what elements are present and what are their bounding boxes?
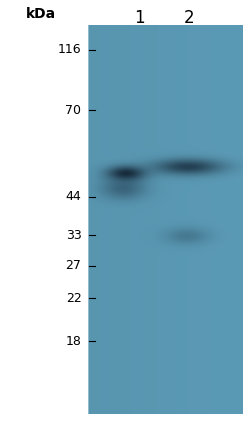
Text: kDa: kDa [26, 7, 56, 21]
Text: 116: 116 [58, 43, 81, 56]
Text: 22: 22 [66, 292, 81, 305]
Text: 1: 1 [134, 9, 145, 27]
Text: 33: 33 [66, 229, 81, 242]
Text: 18: 18 [66, 335, 81, 348]
Text: 2: 2 [184, 9, 195, 27]
Text: 70: 70 [65, 104, 81, 117]
Text: 27: 27 [66, 259, 81, 272]
Text: 44: 44 [66, 190, 81, 203]
